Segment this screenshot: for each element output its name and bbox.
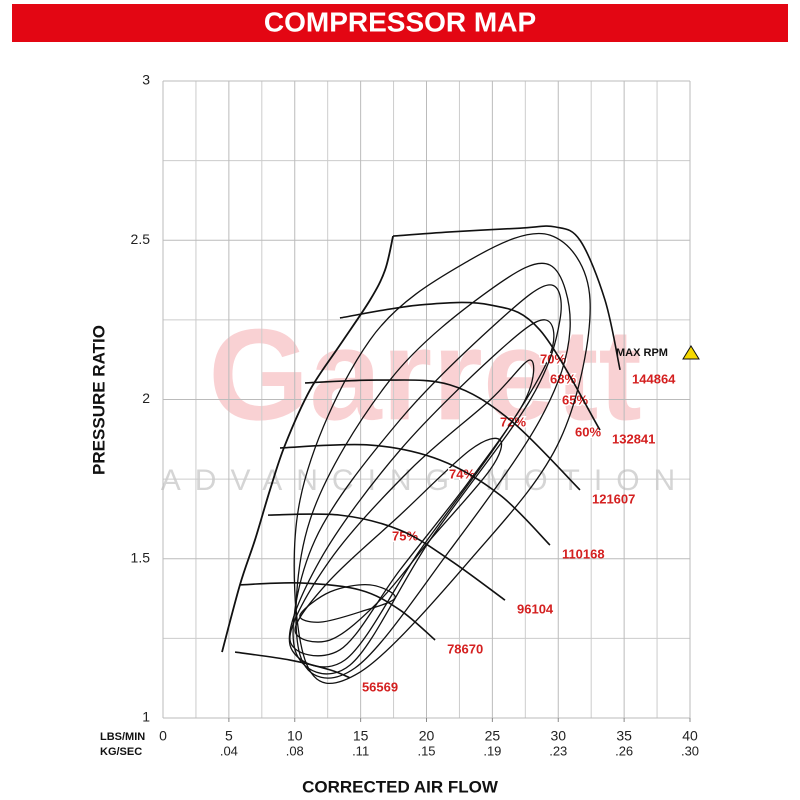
speed-line bbox=[239, 581, 436, 641]
efficiency-label: 75% bbox=[392, 528, 418, 543]
x2-tick-label: .23 bbox=[549, 743, 567, 758]
max-rpm-label: MAX RPM bbox=[616, 347, 668, 359]
speed-line bbox=[339, 301, 601, 431]
x2-tick-label: .15 bbox=[417, 743, 435, 758]
efficiency-label: 68% bbox=[550, 371, 576, 386]
efficiency-island bbox=[288, 319, 555, 668]
y-tick-label: 1.5 bbox=[131, 549, 151, 565]
speed-label: 78670 bbox=[447, 641, 483, 656]
y-tick-label: 2.5 bbox=[131, 231, 151, 247]
x2-tick-label: .04 bbox=[220, 743, 238, 758]
speed-line bbox=[392, 225, 621, 371]
title-banner bbox=[12, 4, 788, 42]
x-tick-label: 35 bbox=[616, 728, 632, 744]
speed-label: 132841 bbox=[612, 432, 655, 447]
speed-label: 121607 bbox=[592, 491, 635, 506]
warning-icon bbox=[682, 345, 700, 360]
efficiency-label: 70% bbox=[540, 351, 566, 366]
speed-line bbox=[234, 651, 351, 679]
x-tick-label: 15 bbox=[353, 728, 369, 744]
x2-tick-label: .30 bbox=[681, 743, 699, 758]
x-tick-label: 20 bbox=[419, 728, 435, 744]
y-tick-label: 2 bbox=[142, 390, 150, 406]
efficiency-label: 60% bbox=[575, 424, 601, 439]
x-tick-label: 25 bbox=[485, 728, 501, 744]
x-tick-label: 10 bbox=[287, 728, 303, 744]
efficiency-island bbox=[293, 232, 591, 685]
x-axis-label: CORRECTED AIR FLOW bbox=[302, 777, 499, 796]
y-axis-label: PRESSURE RATIO bbox=[89, 325, 108, 475]
efficiency-label: 74% bbox=[449, 466, 475, 481]
speed-line bbox=[279, 443, 551, 546]
speed-label: 110168 bbox=[562, 546, 605, 561]
x-tick-label: 30 bbox=[550, 728, 566, 744]
chart-title: COMPRESSOR MAP bbox=[264, 6, 536, 37]
x-tick-label: 40 bbox=[682, 728, 698, 744]
y-tick-label: 3 bbox=[142, 72, 150, 88]
x2-unit-label: KG/SEC bbox=[100, 746, 142, 758]
x-tick-label: 0 bbox=[159, 728, 167, 744]
watermark-tagline: ADVANCING MOTION bbox=[161, 464, 689, 497]
x2-tick-label: .19 bbox=[483, 743, 501, 758]
x-unit-label: LBS/MIN bbox=[100, 731, 145, 743]
efficiency-island bbox=[299, 584, 396, 623]
speed-line bbox=[304, 379, 581, 491]
speed-label: 144864 bbox=[632, 371, 676, 386]
surge-line bbox=[221, 235, 394, 653]
efficiency-island bbox=[289, 359, 535, 657]
efficiency-island bbox=[292, 284, 562, 675]
x-tick-label: 5 bbox=[225, 728, 233, 744]
y-tick-label: 1 bbox=[142, 709, 150, 725]
speed-label: 56569 bbox=[362, 679, 398, 694]
x2-tick-label: .08 bbox=[286, 743, 304, 758]
x2-tick-label: .26 bbox=[615, 743, 633, 758]
efficiency-island bbox=[295, 262, 571, 679]
efficiency-island bbox=[294, 437, 503, 643]
speed-line bbox=[268, 513, 506, 601]
x2-tick-label: .11 bbox=[352, 743, 369, 758]
speed-label: 96104 bbox=[517, 602, 554, 617]
